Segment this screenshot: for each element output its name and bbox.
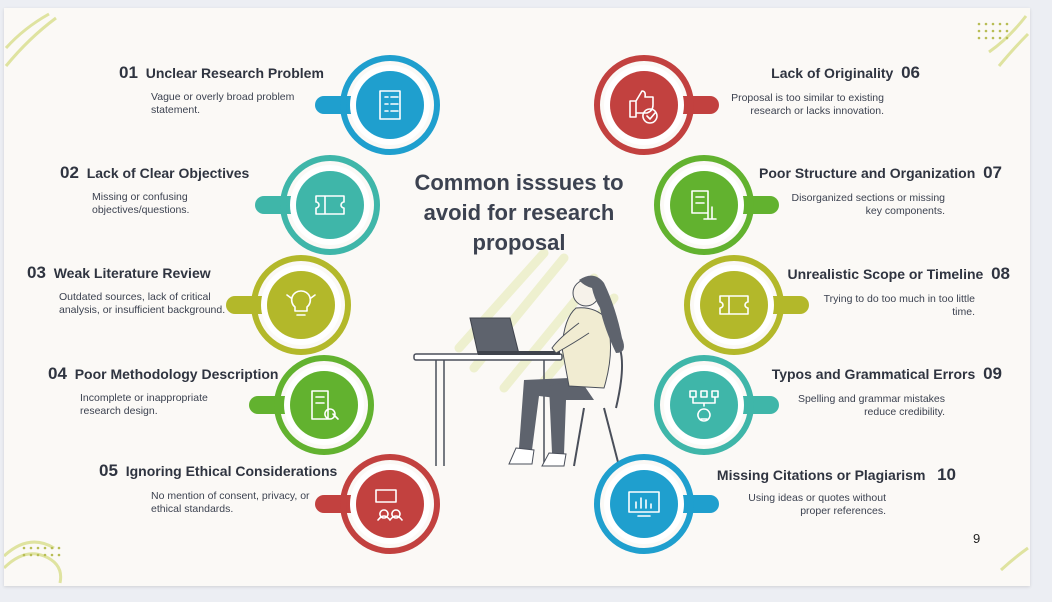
document-search-icon bbox=[311, 390, 339, 420]
issue-number: 09 bbox=[983, 364, 1002, 383]
badge-ring bbox=[654, 355, 754, 455]
badge-core bbox=[267, 271, 335, 339]
issue-description: Disorganized sections or missing key com… bbox=[791, 192, 945, 217]
thumbs-up-check-icon bbox=[629, 90, 658, 124]
badge-05 bbox=[315, 454, 440, 554]
issue-description: Spelling and grammar mistakes reduce cre… bbox=[797, 393, 945, 418]
badge-core bbox=[610, 470, 678, 538]
issue-number: 07 bbox=[983, 163, 1002, 182]
issue-number: 04 bbox=[48, 364, 67, 383]
issue-title: Lack of Originality bbox=[771, 65, 894, 81]
badge-ring bbox=[340, 454, 440, 554]
main-title: Common isssues to avoid for research pro… bbox=[414, 170, 624, 255]
issue-item-02: 02 Lack of Clear Objectives Missing or c… bbox=[60, 163, 320, 223]
issue-heading: Missing Citations or Plagiarism 10 bbox=[717, 465, 956, 485]
issue-title: Unrealistic Scope or Timeline bbox=[787, 266, 984, 282]
issue-number: 10 bbox=[937, 465, 956, 484]
badge-core bbox=[296, 171, 364, 239]
issue-heading: Typos and Grammatical Errors 09 bbox=[772, 364, 1002, 384]
issue-item-06: Lack of Originality 06 Proposal is too s… bbox=[664, 63, 920, 123]
issue-title: Missing Citations or Plagiarism bbox=[716, 467, 926, 483]
issue-number: 01 bbox=[119, 63, 138, 82]
badge-06 bbox=[594, 55, 719, 155]
issue-heading: 05 Ignoring Ethical Considerations bbox=[99, 461, 337, 481]
woman-at-desk-illustration bbox=[413, 275, 624, 467]
slide: Common isssues to avoid for research pro… bbox=[4, 8, 1030, 586]
issue-title: Typos and Grammatical Errors bbox=[771, 366, 976, 382]
badge-ring bbox=[654, 155, 754, 255]
badge-09 bbox=[654, 355, 779, 455]
badge-02 bbox=[255, 155, 380, 255]
issue-description: No mention of consent, privacy, or ethic… bbox=[151, 490, 310, 515]
issue-heading: 04 Poor Methodology Description bbox=[48, 364, 278, 384]
issue-item-01: 01 Unclear Research Problem Vague or ove… bbox=[119, 63, 379, 123]
badge-ring bbox=[340, 55, 440, 155]
issue-description: Incomplete or inappropriate research des… bbox=[80, 392, 208, 417]
clipboard-checklist-icon bbox=[379, 90, 401, 120]
badge-ring bbox=[274, 355, 374, 455]
idea-network-icon bbox=[689, 390, 719, 422]
badge-core bbox=[610, 71, 678, 139]
issue-heading: Lack of Originality 06 bbox=[771, 63, 920, 83]
badge-ring bbox=[684, 255, 784, 355]
issue-number: 03 bbox=[27, 263, 46, 282]
issue-description: Vague or overly broad problem statement. bbox=[151, 91, 295, 116]
badge-ring bbox=[594, 55, 694, 155]
ticket-icon bbox=[719, 295, 749, 315]
issue-heading: Poor Structure and Organization 07 bbox=[759, 163, 1002, 183]
issue-item-10: Missing Citations or Plagiarism 10 Using… bbox=[684, 465, 956, 525]
issue-description: Missing or confusing objectives/question… bbox=[92, 191, 190, 216]
badge-ring bbox=[594, 454, 694, 554]
issue-item-05: 05 Ignoring Ethical Considerations No me… bbox=[99, 461, 359, 521]
issue-title: Ignoring Ethical Considerations bbox=[125, 463, 338, 479]
dot-grid-decoration bbox=[22, 22, 1009, 557]
badge-core bbox=[356, 470, 424, 538]
issue-heading: Unrealistic Scope or Timeline 08 bbox=[787, 264, 1010, 284]
document-hand-icon bbox=[691, 190, 717, 220]
issue-heading: 03 Weak Literature Review bbox=[27, 263, 211, 283]
issue-item-04: 04 Poor Methodology Description Incomple… bbox=[48, 364, 308, 424]
issue-item-03: 03 Weak Literature Review Outdated sourc… bbox=[27, 263, 287, 333]
badge-ring bbox=[280, 155, 380, 255]
badge-core bbox=[700, 271, 768, 339]
issue-description: Trying to do too much in too little time… bbox=[823, 293, 975, 318]
issue-number: 02 bbox=[60, 163, 79, 182]
issue-title: Poor Methodology Description bbox=[74, 366, 279, 382]
issue-title: Poor Structure and Organization bbox=[759, 165, 976, 181]
issue-title: Lack of Clear Objectives bbox=[86, 165, 250, 181]
badge-core bbox=[670, 171, 738, 239]
badge-08 bbox=[684, 255, 809, 355]
issue-title: Weak Literature Review bbox=[53, 265, 211, 281]
idea-bulb-icon bbox=[286, 290, 316, 316]
badges-layer bbox=[226, 55, 809, 554]
ticket-icon bbox=[315, 195, 345, 215]
badge-core bbox=[290, 371, 358, 439]
issue-item-08: Unrealistic Scope or Timeline 08 Trying … bbox=[744, 264, 1010, 324]
issue-number: 05 bbox=[99, 461, 118, 480]
monitor-chart-icon bbox=[628, 491, 660, 517]
people-chat-icon bbox=[375, 489, 403, 521]
issue-number: 06 bbox=[901, 63, 920, 82]
issue-heading: 02 Lack of Clear Objectives bbox=[60, 163, 249, 183]
decorations bbox=[4, 12, 1030, 584]
badge-01 bbox=[315, 55, 440, 155]
issue-number: 08 bbox=[991, 264, 1010, 283]
issue-description: Outdated sources, lack of critical analy… bbox=[59, 291, 226, 316]
issue-description: Proposal is too similar to existing rese… bbox=[731, 92, 884, 117]
issue-item-09: Typos and Grammatical Errors 09 Spelling… bbox=[724, 364, 1002, 424]
badge-07 bbox=[654, 155, 779, 255]
issue-heading: 01 Unclear Research Problem bbox=[119, 63, 324, 83]
issue-title: Unclear Research Problem bbox=[145, 65, 324, 81]
badge-03 bbox=[226, 255, 351, 355]
issue-description: Using ideas or quotes without proper ref… bbox=[748, 492, 886, 517]
page-number: 9 bbox=[973, 531, 981, 546]
badge-core bbox=[356, 71, 424, 139]
issue-item-07: Poor Structure and Organization 07 Disor… bbox=[704, 163, 1002, 223]
badge-ring bbox=[251, 255, 351, 355]
scribble-decoration bbox=[4, 12, 1030, 584]
badge-10 bbox=[594, 454, 719, 554]
badge-04 bbox=[249, 355, 374, 455]
